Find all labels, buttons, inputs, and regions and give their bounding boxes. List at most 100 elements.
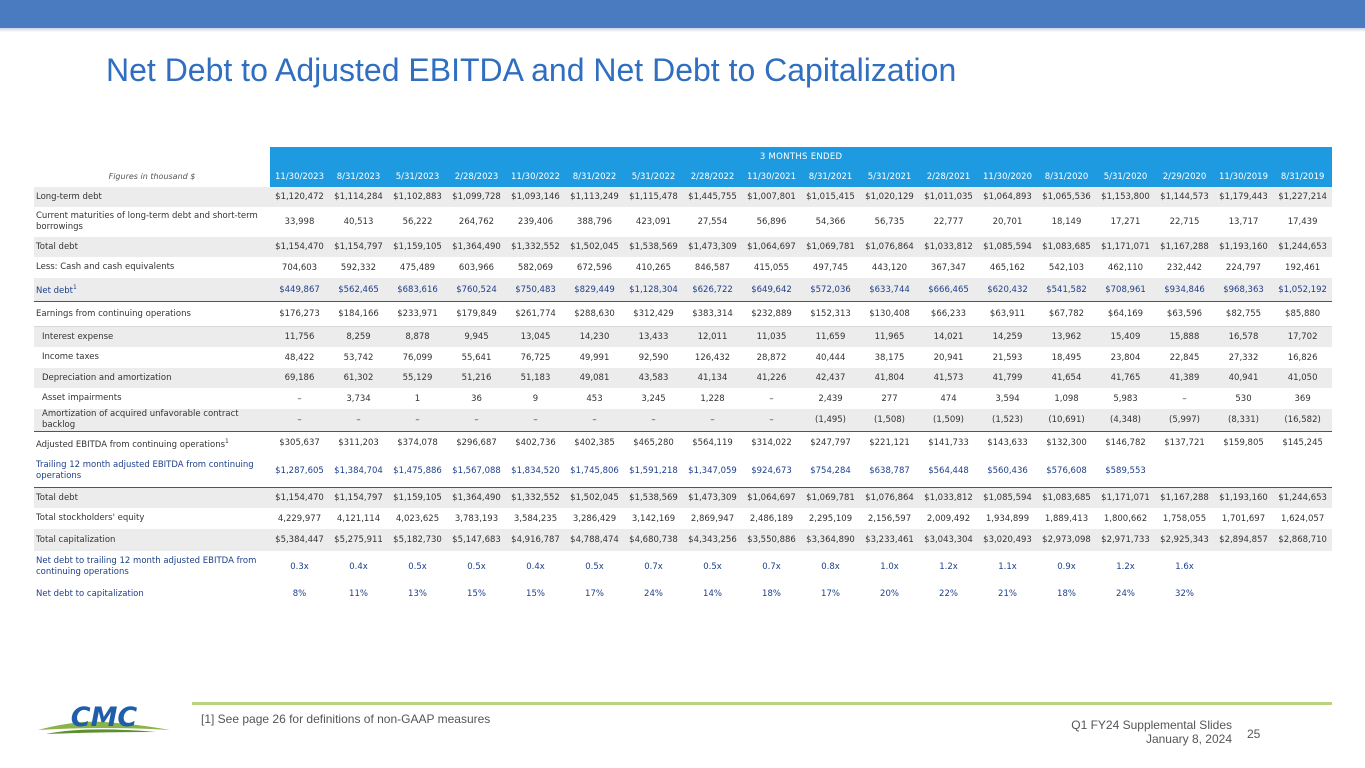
table-cell: $311,203	[338, 438, 379, 448]
column-header: 2/28/2023	[447, 166, 506, 187]
table-cell: 16,578	[1214, 326, 1273, 347]
table-cell: 239,406	[517, 217, 554, 227]
table-cell: 3,594	[995, 393, 1020, 404]
table-cell: 55,129	[388, 368, 447, 388]
table-cell: (1,495)	[801, 409, 860, 432]
table-cell: (10,691)	[1037, 409, 1096, 432]
table-cell: $1,007,801	[742, 187, 801, 207]
table-cell: 3,783,193	[454, 513, 499, 524]
table-cell: $666,465	[919, 278, 978, 302]
row-label: Asset impairments	[34, 388, 270, 409]
table-cell: $562,465	[329, 278, 388, 302]
table-cell: 41,134	[683, 368, 742, 388]
table-cell: –	[447, 409, 506, 432]
table-cell: 28,872	[756, 352, 787, 363]
table-cell: $247,797	[810, 438, 851, 448]
table-cell: $1,099,728	[447, 187, 506, 207]
table-cell: 462,110	[1107, 262, 1144, 273]
table-cell: 415,055	[753, 262, 790, 273]
table-cell: $683,616	[388, 278, 447, 302]
row-label: Total stockholders' equity	[34, 508, 270, 529]
table-cell: 3,584,235	[513, 513, 558, 524]
table-row: Current maturities of long-term debt and…	[34, 207, 1332, 237]
column-header: 5/31/2023	[388, 166, 447, 187]
table-cell: 92,590	[638, 352, 669, 363]
table-cell: $4,788,474	[565, 529, 624, 551]
table-cell: $1,114,284	[329, 187, 388, 207]
table-cell: 56,896	[756, 217, 787, 227]
table-cell: –	[565, 409, 624, 432]
table-cell: 13,962	[1037, 326, 1096, 347]
table-cell: 1,889,413	[1044, 513, 1089, 524]
table-cell: 76,099	[402, 352, 433, 363]
table-cell: $374,078	[397, 438, 438, 448]
table-cell: $1,113,249	[565, 187, 624, 207]
table-cell: 18%	[1057, 589, 1076, 599]
table-cell: $626,722	[683, 278, 742, 302]
table-cell: 22,777	[933, 217, 964, 227]
table-cell: 27,554	[697, 217, 728, 227]
table-cell: 2,486,189	[749, 513, 794, 524]
table-cell: 22,845	[1169, 352, 1200, 363]
table-cell: 3,286,429	[572, 513, 617, 524]
table-cell: 13,045	[506, 326, 565, 347]
table-cell: $1,167,288	[1155, 487, 1214, 508]
table-cell: 2,439	[818, 393, 843, 404]
row-label-text: Total stockholders' equity	[36, 513, 145, 523]
table-cell: 672,596	[576, 262, 613, 273]
table-cell: 1	[414, 393, 421, 404]
column-header: 5/31/2022	[624, 166, 683, 187]
table-cell: 0.7x	[762, 561, 781, 572]
table-cell: $1,287,605	[270, 454, 329, 488]
table-cell: $4,916,787	[506, 529, 565, 551]
row-label-text: Amortization of acquired unfavorable con…	[42, 409, 239, 430]
table-cell: $1,076,864	[860, 237, 919, 257]
table-cell: 14%	[703, 589, 722, 599]
table-cell: 475,489	[399, 262, 436, 273]
table-cell: $3,550,886	[742, 529, 801, 551]
table-cell: $589,553	[1096, 454, 1155, 488]
row-label: Less: Cash and cash equivalents	[34, 257, 270, 278]
table-cell: 4,023,625	[395, 513, 440, 524]
table-cell: 0.8x	[821, 561, 840, 572]
column-header: 8/31/2022	[565, 166, 624, 187]
table-cell: $1,083,685	[1037, 487, 1096, 508]
table-cell: 23,804	[1110, 352, 1141, 363]
table-cell: 16,826	[1287, 352, 1318, 363]
table-cell: $2,868,710	[1273, 529, 1333, 551]
row-label-text: Total capitalization	[36, 534, 116, 545]
table-cell: 1,701,697	[1221, 513, 1266, 524]
row-label: Long-term debt	[34, 187, 270, 207]
row-label-text: Current maturities of long-term debt and…	[36, 211, 258, 232]
row-label: Amortization of acquired unfavorable con…	[34, 409, 270, 432]
table-cell: $1,332,552	[506, 237, 565, 257]
table-cell: $1,083,685	[1037, 237, 1096, 257]
table-cell: $1,473,309	[683, 487, 742, 508]
table-cell: –	[329, 409, 388, 432]
table-cell: 14,021	[919, 326, 978, 347]
table-cell: $1,085,594	[978, 237, 1037, 257]
table-cell: 36	[471, 393, 482, 404]
table-cell: $465,280	[633, 438, 674, 448]
table-cell: 54,366	[815, 217, 846, 227]
table-cell: (8,331)	[1214, 409, 1273, 432]
table-cell: 1.6x	[1175, 561, 1194, 572]
table-cell: $829,449	[565, 278, 624, 302]
table-cell: $146,782	[1105, 438, 1146, 448]
table-cell: 4,229,977	[277, 513, 322, 524]
row-label-text: Net debt	[36, 285, 73, 296]
table-cell: 12,011	[683, 326, 742, 347]
table-cell: 14,230	[565, 326, 624, 347]
table-cell: (5,997)	[1155, 409, 1214, 432]
table-cell: 410,265	[635, 262, 672, 273]
table-cell: $541,582	[1037, 278, 1096, 302]
table-cell: $1,193,160	[1214, 487, 1273, 508]
table-cell: $572,036	[801, 278, 860, 302]
table-cell: 232,442	[1166, 262, 1203, 273]
table-cell: 5,983	[1113, 393, 1138, 404]
table-cell	[1273, 582, 1332, 606]
table-cell: $143,633	[987, 438, 1028, 448]
table-cell: $1,538,569	[624, 237, 683, 257]
table-cell: $67,782	[1037, 301, 1096, 327]
table-cell: $1,171,071	[1096, 237, 1155, 257]
